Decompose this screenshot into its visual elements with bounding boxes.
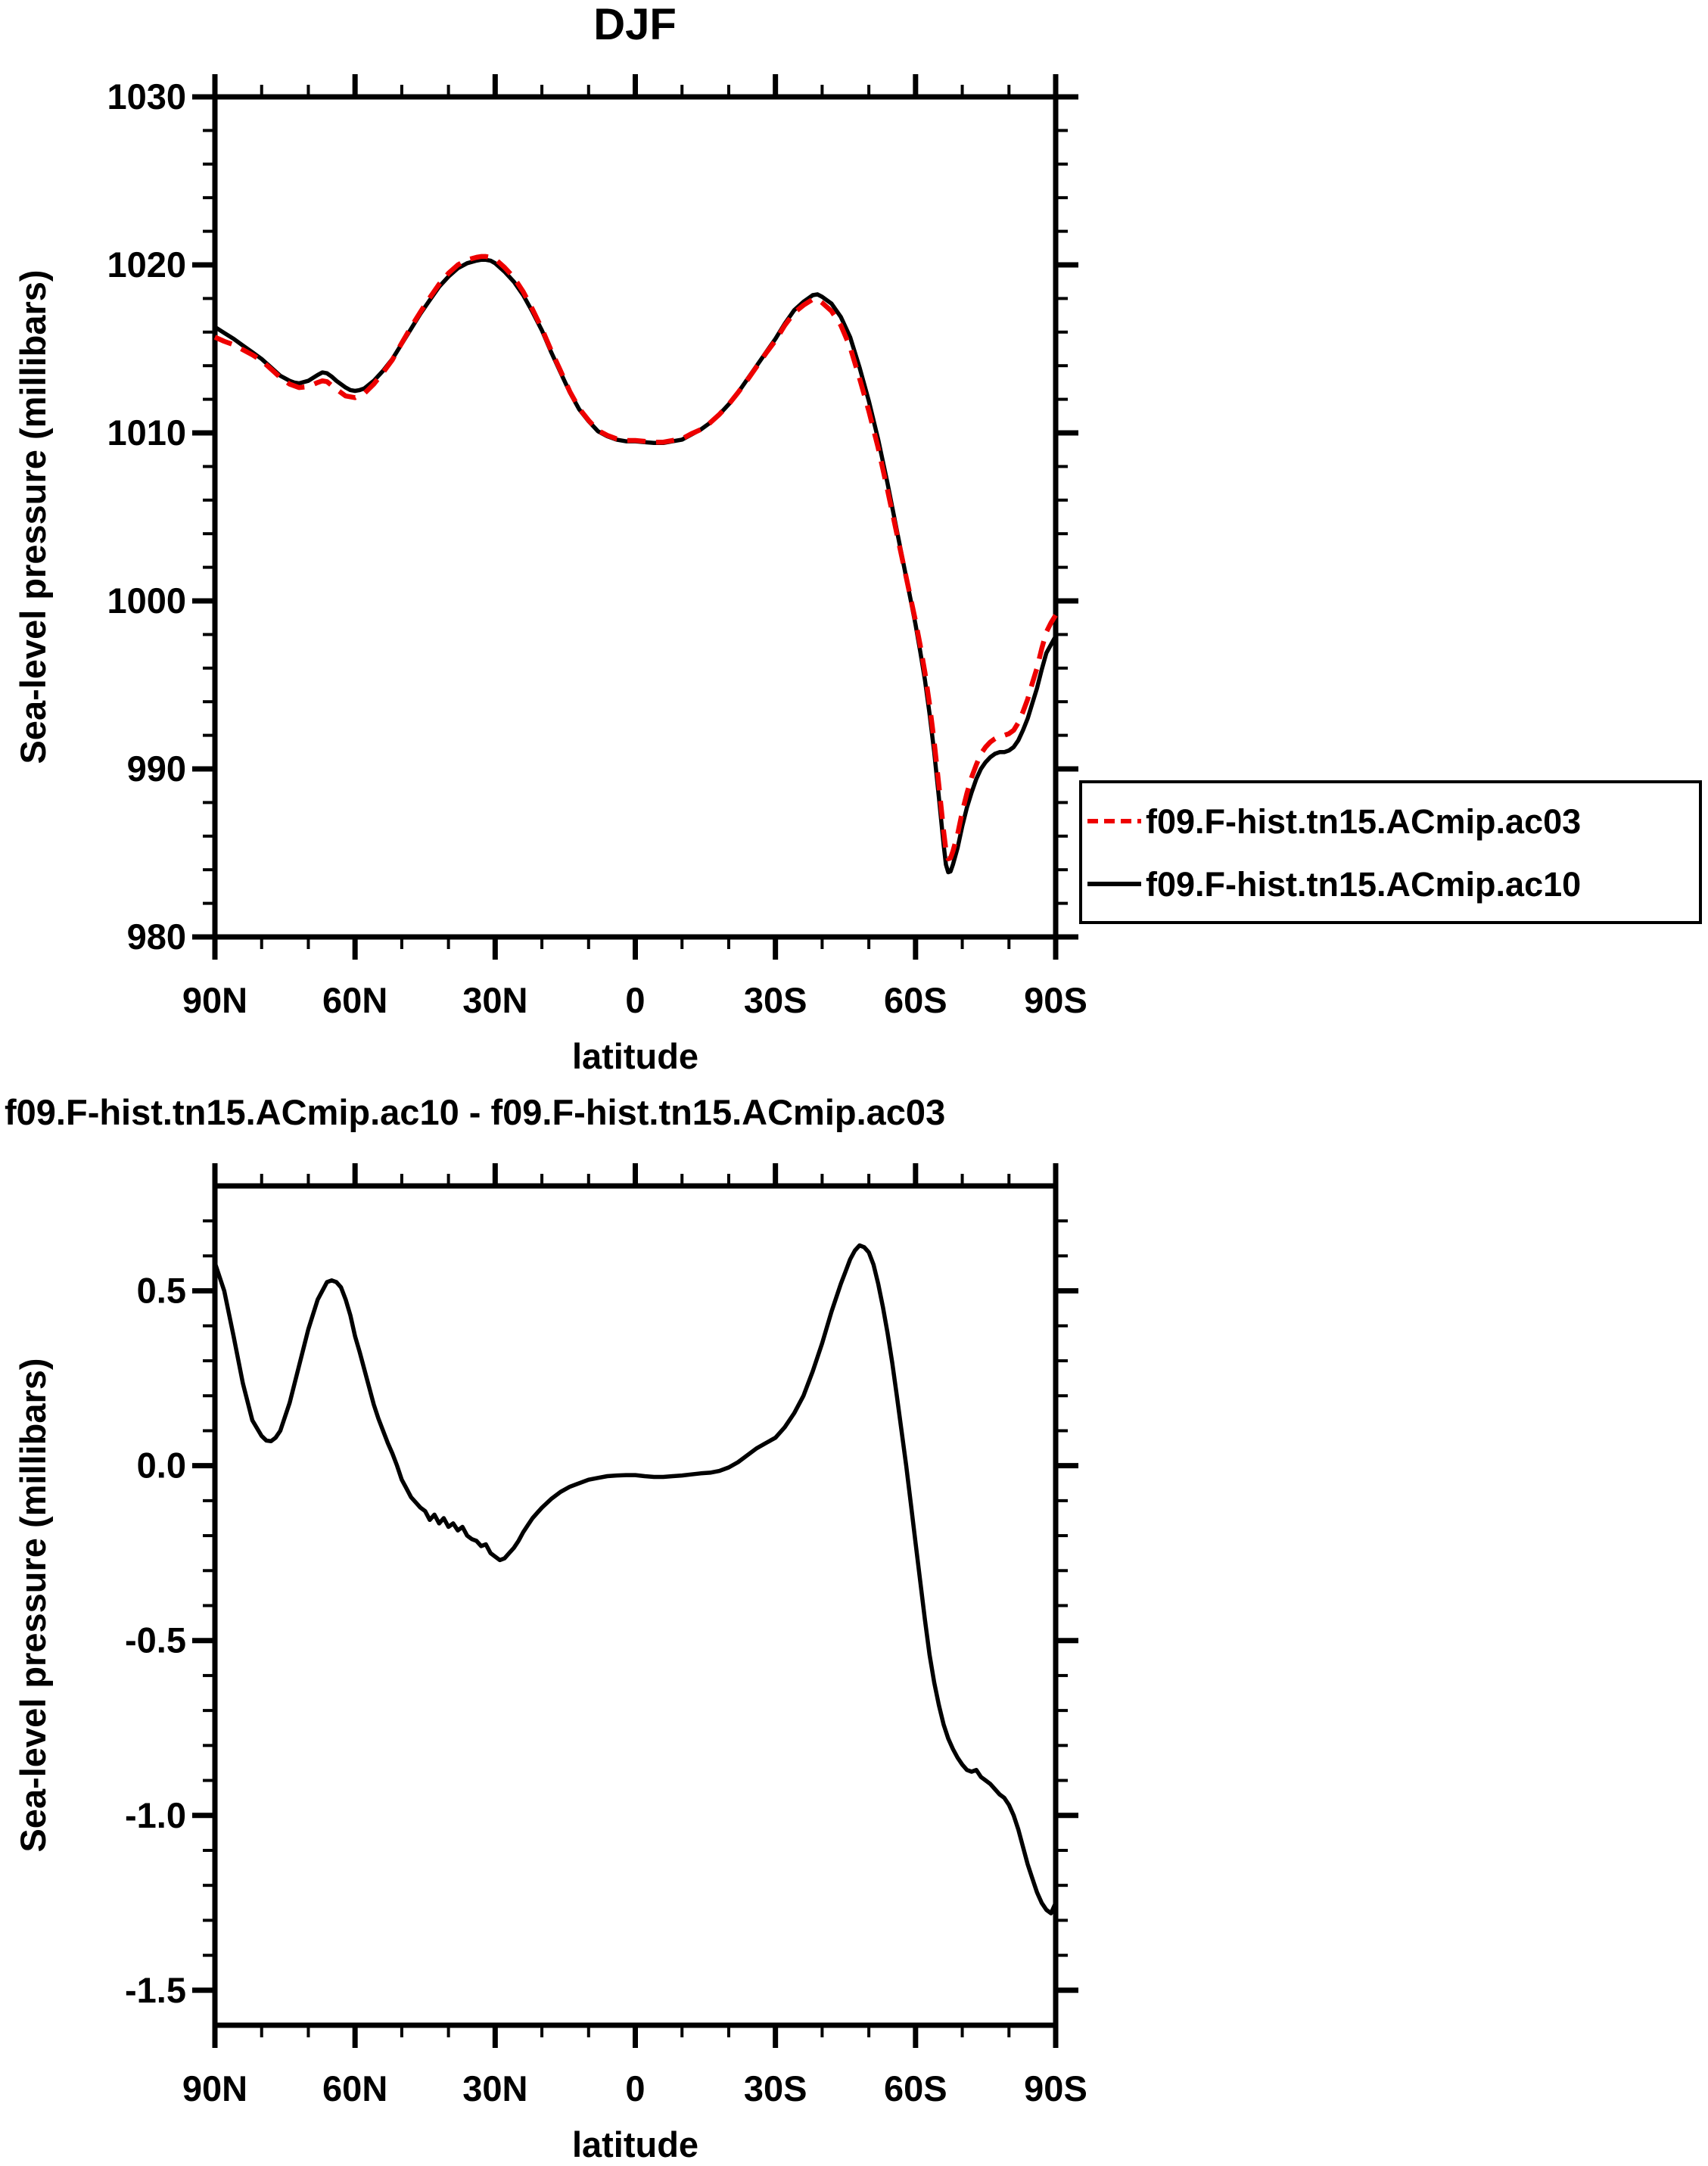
x-tick-label: 60S [884, 2068, 947, 2108]
series-curve-f09-f-hist-tn15-acmip-ac10 [213, 257, 1058, 875]
y-tick-label: -0.5 [125, 1620, 186, 1660]
y-tick-label: 990 [127, 748, 186, 789]
x-tick-label: 30S [744, 980, 807, 1020]
plot-frame [212, 94, 1059, 940]
y-tick-label: 1030 [107, 76, 186, 117]
y-tick-label: -1.0 [125, 1795, 186, 1835]
legend: f09.F-hist.tn15.ACmip.ac03 f09.F-hist.tn1… [1079, 780, 1702, 924]
y-tick-label: 980 [127, 917, 186, 957]
panel-1: 90N 60N 30N 0 30S 60S 90S 1030 1020 1010 1000 990 98… [13, 0, 1702, 1076]
legend-entry-label: f09.F-hist.tn15.ACmip.ac03 [1146, 802, 1581, 841]
x-tick-label: 60S [884, 980, 947, 1020]
y-tick-label: 0.0 [137, 1446, 186, 1486]
series-curve-f09-f-hist-tn15-acmip-ac03 [213, 254, 1058, 862]
x-tick-label: 0 [625, 2068, 645, 2108]
series-curve-ac10-minus-ac03-difference [213, 1243, 1058, 1915]
x-tick-label: 30N [462, 2068, 527, 2108]
x-tick-label: 60N [322, 980, 387, 1020]
x-tick-label: 30N [462, 980, 527, 1020]
y-tick-label: 0.5 [137, 1271, 186, 1311]
x-tick-label: 0 [625, 980, 645, 1020]
x-tick-label: 60N [322, 2068, 387, 2108]
x-tick-label: 90S [1024, 2068, 1087, 2108]
x-tick-label: 90S [1024, 980, 1087, 1020]
y-axis-title: Sea-level pressure (millibars) [13, 1358, 53, 1852]
chart-title: f09.F-hist.tn15.ACmip.ac10 - f09.F-hist.… [5, 1092, 945, 1132]
axis-ticks [192, 1163, 1078, 2048]
x-tick-label: 30S [744, 2068, 807, 2108]
x-axis-title: latitude [572, 1036, 698, 1076]
y-tick-label: 1010 [107, 412, 186, 453]
legend-entry-label: f09.F-hist.tn15.ACmip.ac10 [1146, 865, 1581, 904]
chart-title: DJF [593, 0, 677, 49]
y-tick-label: 1000 [107, 580, 186, 621]
x-tick-label: 90N [182, 2068, 247, 2108]
legend-box [1079, 780, 1702, 924]
y-axis-title: Sea-level pressure (millibars) [13, 269, 53, 764]
axis-ticks [192, 74, 1078, 960]
plot-frame [212, 1183, 1059, 2028]
panel-2: 90N 60N 30N 0 30S 60S 90S 0.5 0.0 -0.5 -1.0 -1.5 f09… [5, 1092, 1087, 2164]
x-axis-title: latitude [572, 2124, 698, 2164]
y-tick-label: -1.5 [125, 1970, 186, 2010]
x-tick-label: 90N [182, 980, 247, 1020]
y-tick-label: 1020 [107, 244, 186, 285]
